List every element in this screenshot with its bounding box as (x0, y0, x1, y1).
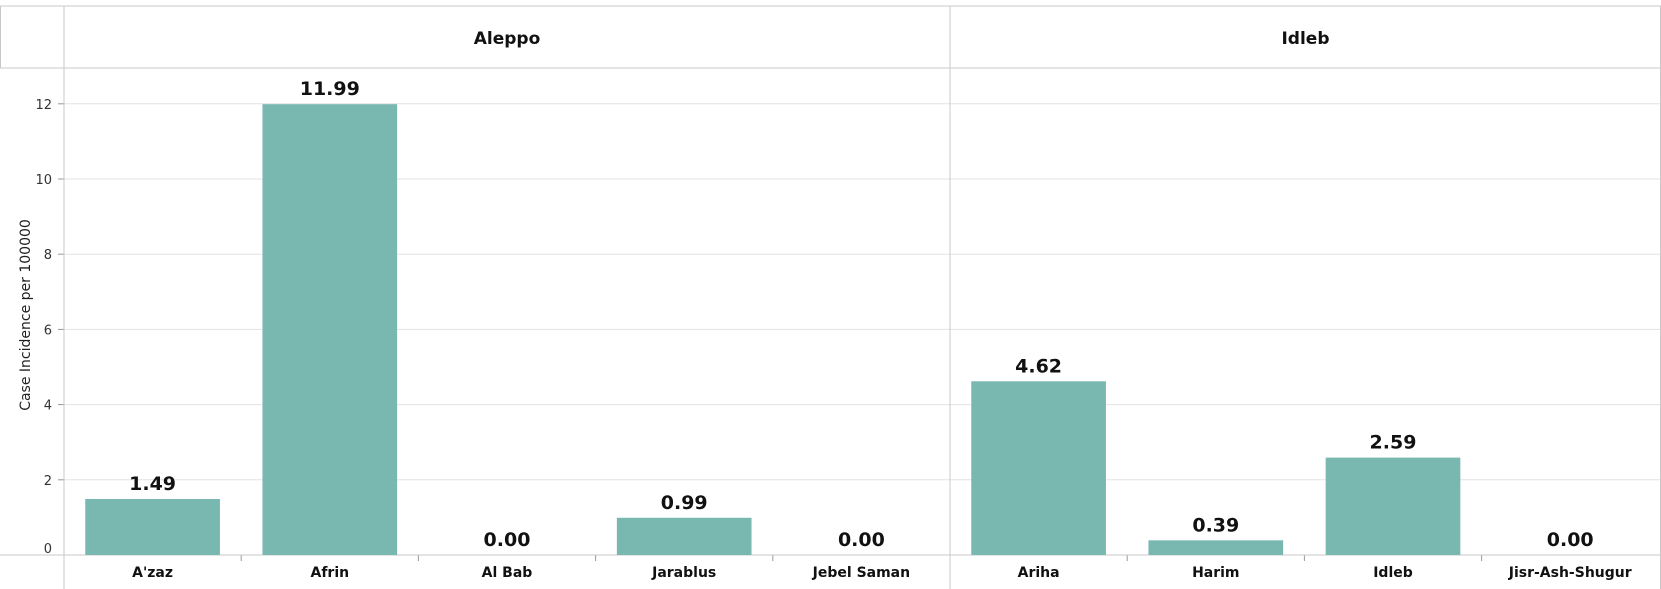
data-label-jarablus: 0.99 (661, 492, 708, 514)
bar-idleb (1325, 457, 1461, 555)
bar-afrin (262, 104, 398, 556)
y-tick-label: 2 (44, 474, 52, 489)
data-label-al-bab: 0.00 (484, 529, 531, 551)
y-tick-label: 0 (44, 542, 52, 557)
bar-harim (1148, 540, 1284, 555)
x-tick-label-jebel-saman: Jebel Saman (812, 565, 910, 581)
bar-a-zaz (85, 498, 220, 555)
data-label-jisr-ash-shugur: 0.00 (1547, 529, 1594, 551)
x-tick-label-idleb: Idleb (1373, 565, 1413, 581)
pane-title-idleb: Idleb (1281, 29, 1329, 49)
labels-layer: Aleppo 1.49 A'zaz 11.99 Afrin 0.00 Al Bab 0.99 J… (129, 29, 1632, 581)
x-tick-label-jisr-ash-shugur: Jisr-Ash-Shugur (1508, 565, 1632, 581)
y-tick-label: 4 (44, 399, 52, 414)
x-tick-label-a-zaz: A'zaz (132, 565, 173, 581)
data-label-jebel-saman: 0.00 (838, 529, 885, 551)
x-tick-label-jarablus: Jarablus (651, 565, 716, 581)
x-tick-label-harim: Harim (1192, 565, 1239, 581)
bar-ariha (971, 381, 1106, 555)
x-tick-label-afrin: Afrin (310, 565, 349, 581)
data-label-idleb: 2.59 (1370, 432, 1417, 454)
data-label-afrin: 11.99 (300, 78, 360, 100)
data-label-ariha: 4.62 (1015, 355, 1062, 377)
pane-title-aleppo: Aleppo (474, 29, 541, 49)
y-tick-label: 10 (35, 173, 52, 188)
y-axis-label: Case Incidence per 100000 (18, 219, 34, 411)
y-tick-label: 8 (44, 248, 52, 263)
x-tick-label-ariha: Ariha (1018, 565, 1060, 581)
data-label-harim: 0.39 (1192, 514, 1239, 536)
y-tick-label: 12 (35, 98, 52, 113)
data-label-a-zaz: 1.49 (129, 473, 176, 495)
bar-jarablus (616, 517, 752, 555)
x-tick-label-al-bab: Al Bab (482, 565, 533, 581)
y-tick-label: 6 (44, 323, 52, 338)
bars-layer (85, 104, 1461, 556)
